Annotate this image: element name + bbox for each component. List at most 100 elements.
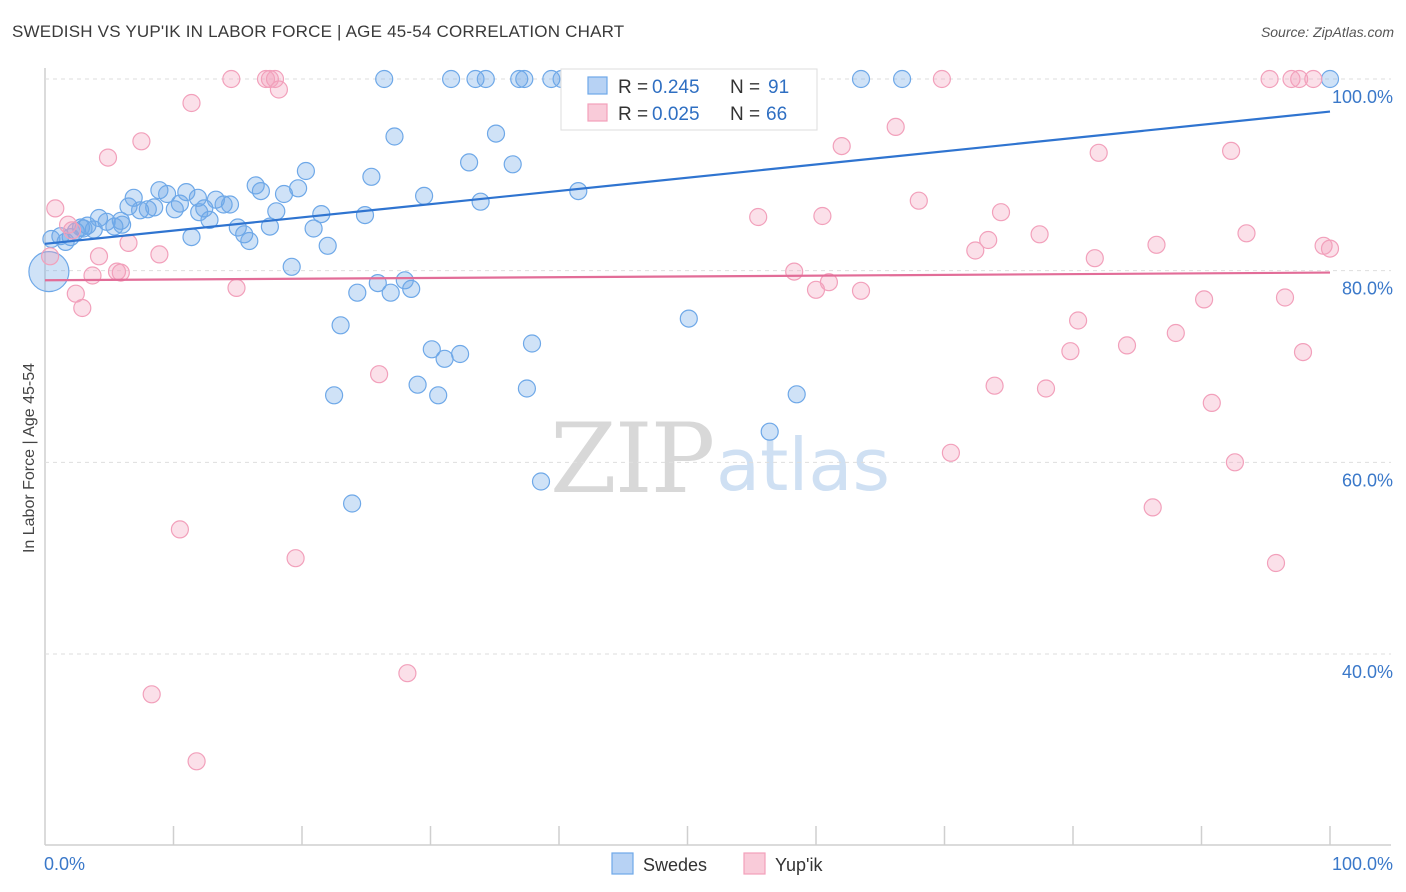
point-swedes <box>145 198 164 217</box>
point-yupik <box>98 148 118 167</box>
x-tick-label-right: 100.0% <box>1332 854 1393 874</box>
x-tick-label-left: 0.0% <box>44 854 85 874</box>
watermark-atlas: atlas <box>716 423 890 507</box>
series-yupik-points <box>40 69 1340 771</box>
point-swedes <box>200 210 219 229</box>
point-swedes <box>466 69 485 89</box>
point-yupik <box>227 278 246 297</box>
point-swedes <box>28 251 70 293</box>
point-swedes <box>542 69 561 89</box>
legend-r-label-swedes: R = <box>618 77 648 98</box>
point-swedes <box>460 153 479 172</box>
watermark-zip: ZIP <box>550 403 713 515</box>
point-yupik <box>46 199 65 218</box>
point-swedes <box>158 184 177 204</box>
trend-line-yupik <box>44 271 1331 282</box>
point-swedes <box>402 279 421 298</box>
point-yupik <box>1068 311 1088 330</box>
point-yupik <box>1117 336 1137 355</box>
point-yupik <box>785 262 804 281</box>
point-yupik <box>1147 235 1166 254</box>
bottom-legend: Swedes Yup'ik <box>611 852 823 875</box>
y-axis-label: In Labor Force | Age 45-54 <box>21 363 38 553</box>
point-yupik <box>1030 225 1049 244</box>
point-yupik <box>40 247 60 266</box>
point-yupik <box>1221 141 1241 160</box>
point-swedes <box>362 167 381 186</box>
point-swedes <box>429 386 448 405</box>
point-swedes <box>131 201 150 220</box>
point-yupik <box>1293 343 1313 362</box>
legend-swatch-yupik <box>587 103 608 122</box>
point-swedes <box>760 422 779 441</box>
point-swedes <box>138 200 157 219</box>
point-yupik <box>132 132 151 151</box>
point-swedes <box>385 127 404 146</box>
point-yupik <box>150 245 169 264</box>
point-yupik <box>222 69 241 89</box>
point-yupik <box>909 191 928 210</box>
point-yupik <box>1260 69 1279 89</box>
point-swedes <box>42 229 61 249</box>
point-yupik <box>1266 553 1286 573</box>
point-swedes <box>503 155 522 174</box>
point-swedes <box>170 194 189 213</box>
y-tick-label: 40.0% <box>1342 662 1393 682</box>
point-swedes <box>119 197 138 216</box>
bottom-legend-label-swedes: Swedes <box>643 855 707 875</box>
point-swedes <box>165 200 184 219</box>
point-yupik <box>979 230 998 250</box>
point-yupik <box>813 206 832 226</box>
chart-title: SWEDISH VS YUP'IK IN LABOR FORCE | AGE 4… <box>12 22 625 41</box>
point-yupik <box>932 69 952 89</box>
point-swedes <box>515 69 534 89</box>
point-yupik <box>1225 453 1245 472</box>
y-tick-label: 60.0% <box>1342 470 1393 490</box>
point-yupik <box>1237 224 1256 243</box>
point-yupik <box>170 520 189 539</box>
point-yupik <box>1166 323 1185 343</box>
point-yupik <box>142 685 161 704</box>
point-yupik <box>1089 143 1108 162</box>
point-swedes <box>531 472 551 491</box>
point-swedes <box>251 182 270 201</box>
point-swedes <box>214 195 233 214</box>
point-swedes <box>435 349 454 368</box>
point-yupik <box>398 664 417 683</box>
point-yupik <box>749 207 768 227</box>
point-yupik <box>1290 69 1309 89</box>
y-tick-label: 100.0% <box>1332 87 1393 107</box>
legend-n-label-yupik: N = <box>730 104 760 125</box>
point-yupik <box>991 203 1011 222</box>
point-yupik <box>286 549 305 568</box>
point-swedes <box>415 186 434 205</box>
point-swedes <box>569 182 588 201</box>
legend-n-label-swedes: N = <box>730 77 760 98</box>
point-yupik <box>265 69 285 89</box>
point-swedes <box>375 69 394 89</box>
x-ticks <box>172 826 1331 845</box>
point-yupik <box>73 298 92 318</box>
point-swedes <box>220 195 240 214</box>
point-yupik <box>1275 288 1295 307</box>
point-yupik <box>1202 393 1221 412</box>
point-swedes <box>318 236 337 255</box>
legend-r-value-swedes: 0.245 <box>652 77 700 98</box>
point-yupik <box>111 263 130 282</box>
point-swedes <box>679 309 698 328</box>
point-swedes <box>355 206 375 225</box>
point-swedes <box>325 386 344 405</box>
point-swedes <box>246 176 265 195</box>
point-yupik <box>886 117 905 137</box>
point-yupik <box>1194 290 1214 309</box>
point-yupik <box>83 266 102 285</box>
point-swedes <box>787 385 806 404</box>
point-swedes <box>348 283 367 302</box>
legend-r-value-yupik: 0.025 <box>652 104 700 125</box>
point-swedes <box>240 231 259 251</box>
point-swedes <box>451 344 470 364</box>
point-swedes <box>188 188 207 207</box>
point-swedes <box>343 494 362 513</box>
point-swedes <box>1320 69 1340 89</box>
